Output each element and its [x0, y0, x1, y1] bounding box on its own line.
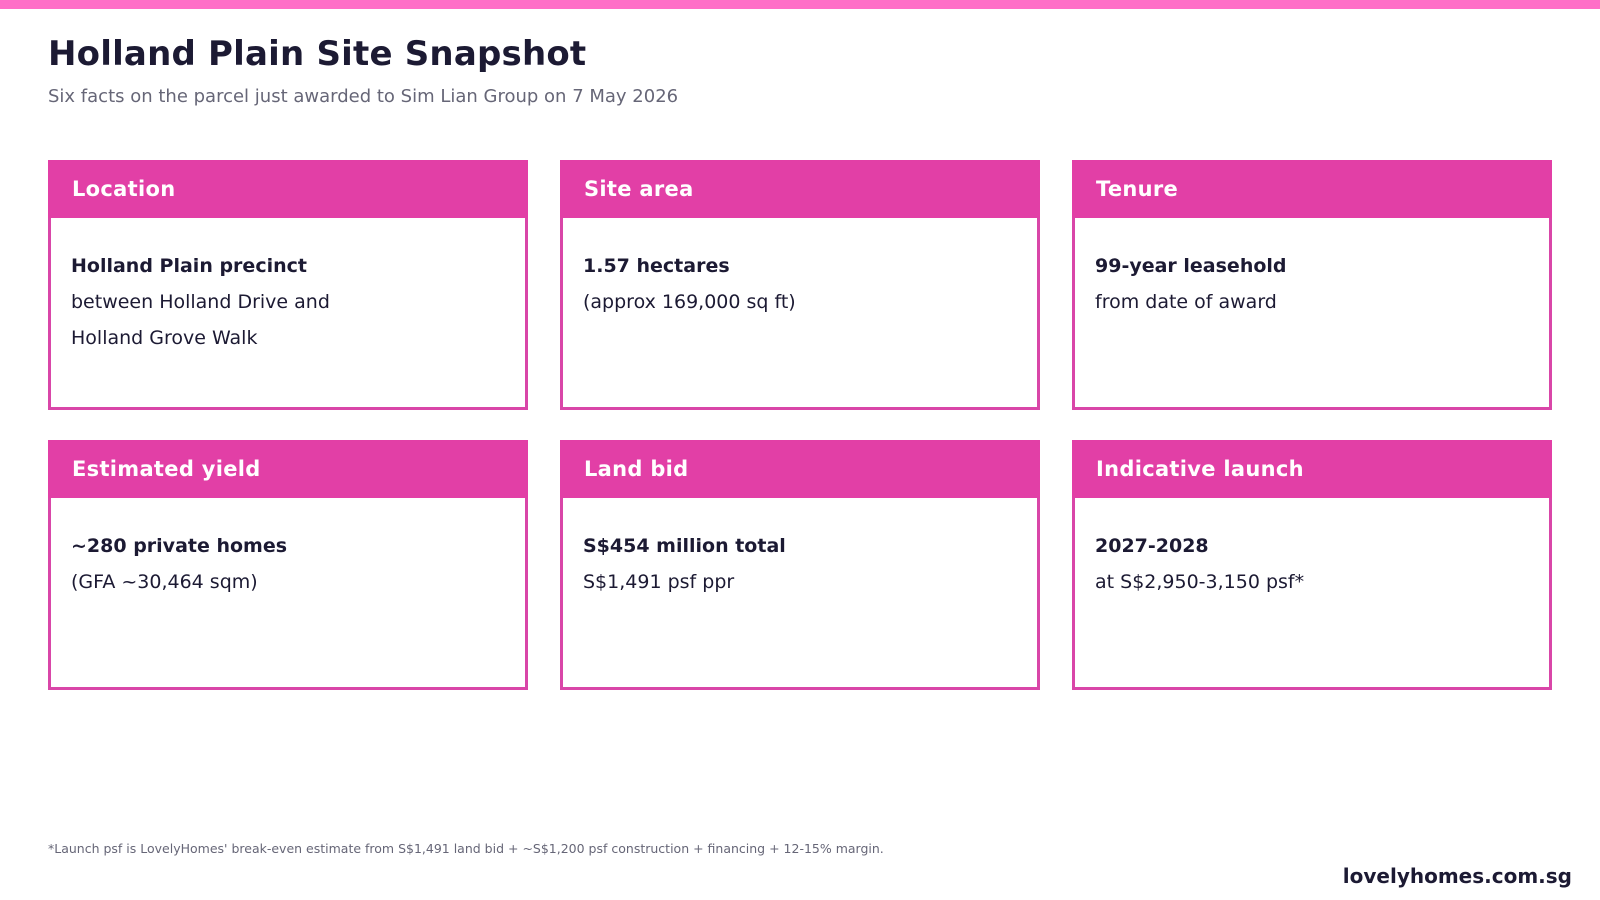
card-primary-fact: 99-year leasehold — [1095, 255, 1287, 277]
card-body: ~280 private homes (GFA ~30,464 sqm) — [51, 498, 525, 600]
card-detail-line: (approx 169,000 sq ft) — [583, 291, 796, 313]
card-body: 99-year leasehold from date of award — [1075, 218, 1549, 320]
card-primary-fact: S$454 million total — [583, 535, 786, 557]
card-detail-line: Holland Grove Walk — [71, 327, 258, 349]
card-body: S$454 million total S$1,491 psf ppr — [563, 498, 1037, 600]
card-detail-line: at S$2,950-3,150 psf* — [1095, 571, 1305, 593]
card-heading: Site area — [560, 160, 1040, 218]
card-primary-fact: ~280 private homes — [71, 535, 288, 557]
page-subtitle: Six facts on the parcel just awarded to … — [48, 86, 679, 107]
card-heading: Land bid — [560, 440, 1040, 498]
card-detail-line: between Holland Drive and — [71, 291, 330, 313]
card-heading: Estimated yield — [48, 440, 528, 498]
card-body: 2027-2028 at S$2,950-3,150 psf* — [1075, 498, 1549, 600]
fact-card-site-area: Site area 1.57 hectares (approx 169,000 … — [560, 160, 1040, 410]
card-detail-line: from date of award — [1095, 291, 1277, 313]
card-primary-fact: 2027-2028 — [1095, 535, 1209, 557]
card-heading: Location — [48, 160, 528, 218]
fact-card-grid: Location Holland Plain precinct between … — [48, 160, 1552, 690]
brand-url: lovelyhomes.com.sg — [1342, 864, 1572, 888]
footnote: *Launch psf is LovelyHomes' break-even e… — [48, 841, 884, 856]
card-body: 1.57 hectares (approx 169,000 sq ft) — [563, 218, 1037, 320]
card-primary-fact: Holland Plain precinct — [71, 255, 307, 277]
card-heading: Indicative launch — [1072, 440, 1552, 498]
card-detail-line: (GFA ~30,464 sqm) — [71, 571, 258, 593]
fact-card-land-bid: Land bid S$454 million total S$1,491 psf… — [560, 440, 1040, 690]
card-primary-fact: 1.57 hectares — [583, 255, 730, 277]
card-heading: Tenure — [1072, 160, 1552, 218]
fact-card-indicative-launch: Indicative launch 2027-2028 at S$2,950-3… — [1072, 440, 1552, 690]
fact-card-tenure: Tenure 99-year leasehold from date of aw… — [1072, 160, 1552, 410]
page-title: Holland Plain Site Snapshot — [48, 34, 587, 74]
fact-card-estimated-yield: Estimated yield ~280 private homes (GFA … — [48, 440, 528, 690]
fact-card-location: Location Holland Plain precinct between … — [48, 160, 528, 410]
card-detail-line: S$1,491 psf ppr — [583, 571, 735, 593]
top-accent-bar — [0, 0, 1600, 9]
card-body: Holland Plain precinct between Holland D… — [51, 218, 525, 356]
